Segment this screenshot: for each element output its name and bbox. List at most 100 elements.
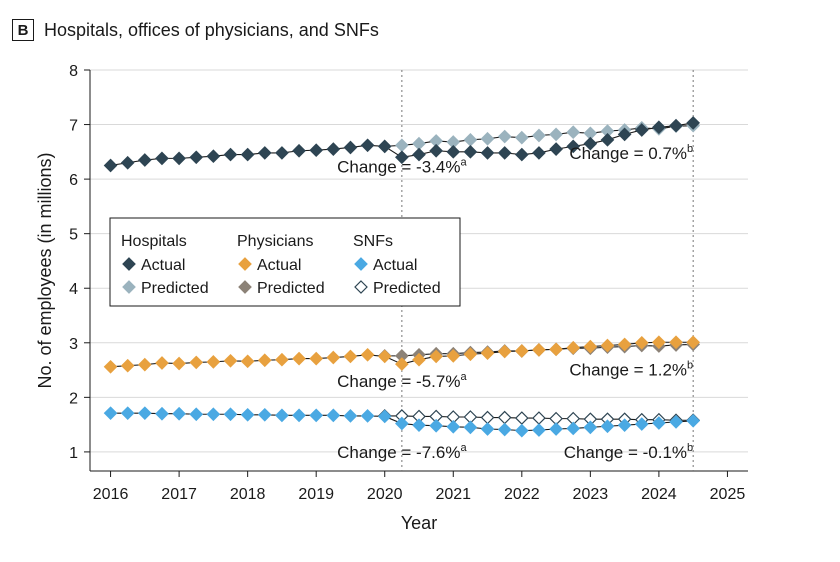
change-annotation: Change = -3.4%a: [337, 157, 467, 177]
legend-label: Predicted: [141, 280, 209, 297]
data-point: [189, 150, 204, 165]
data-point: [206, 149, 221, 164]
data-point: [532, 411, 546, 425]
data-point: [446, 419, 461, 434]
data-point: [429, 418, 443, 433]
data-point: [292, 351, 306, 366]
x-tick-label: 2021: [435, 486, 471, 503]
data-point: [360, 138, 375, 153]
data-point: [292, 143, 306, 158]
data-point: [686, 116, 701, 130]
data-point: [514, 344, 529, 358]
data-point: [395, 150, 409, 165]
y-tick-label: 1: [69, 445, 78, 462]
data-point: [463, 144, 478, 159]
x-tick-label: 2022: [504, 486, 540, 503]
data-point: [360, 409, 375, 423]
y-tick-label: 8: [69, 63, 78, 80]
data-point: [617, 337, 632, 352]
data-point: [275, 408, 289, 423]
panel-title: Hospitals, offices of physicians, and SN…: [44, 19, 379, 40]
data-point: [429, 349, 443, 364]
data-point: [155, 356, 169, 370]
data-point: [240, 407, 255, 422]
data-point: [292, 408, 306, 423]
x-tick-label: 2019: [298, 486, 334, 503]
data-point: [326, 350, 341, 365]
change-annotation: Change = 1.2%b: [569, 360, 693, 380]
legend-label: Predicted: [257, 280, 325, 297]
data-point: [652, 335, 666, 350]
data-point: [360, 347, 375, 362]
data-point: [120, 155, 135, 170]
x-axis-label: Year: [401, 513, 437, 533]
data-point: [583, 339, 598, 354]
legend-marker: [122, 280, 136, 294]
data-point: [446, 349, 461, 363]
data-point: [583, 136, 598, 151]
data-point: [566, 421, 581, 436]
data-point: [412, 352, 426, 367]
data-point: [549, 422, 563, 436]
data-point: [395, 416, 409, 431]
data-point: [326, 408, 341, 423]
x-tick-label: 2025: [710, 486, 746, 503]
data-point: [583, 420, 598, 435]
data-point: [189, 407, 204, 422]
data-point: [240, 147, 255, 162]
data-point: [549, 142, 563, 156]
data-point: [257, 146, 272, 160]
data-point: [634, 123, 649, 137]
data-point: [634, 417, 649, 431]
data-point: [600, 419, 615, 434]
data-point: [275, 146, 289, 160]
y-tick-label: 4: [69, 281, 78, 298]
legend-label: Predicted: [373, 280, 441, 297]
data-point: [257, 407, 272, 422]
data-point: [429, 143, 443, 158]
change-annotation: Change = -5.7%a: [337, 371, 467, 391]
legend-marker: [238, 280, 252, 294]
x-tick-label: 2024: [641, 486, 677, 503]
data-point: [412, 147, 426, 162]
data-point: [566, 125, 581, 140]
data-point: [514, 423, 529, 438]
data-point: [480, 346, 495, 361]
data-point: [189, 355, 204, 370]
legend-marker: [122, 257, 136, 271]
data-point: [634, 335, 649, 350]
panel-header: B Hospitals, offices of physicians, and …: [12, 18, 379, 42]
data-point: [617, 418, 632, 433]
legend-label: Actual: [257, 257, 301, 274]
data-point: [377, 409, 392, 424]
x-tick-label: 2020: [367, 486, 403, 503]
data-point: [497, 146, 512, 160]
y-tick-label: 6: [69, 172, 78, 189]
data-point: [497, 129, 512, 144]
data-point: [137, 153, 152, 167]
data-point: [549, 127, 563, 142]
data-point: [514, 411, 529, 425]
data-point: [223, 147, 238, 162]
data-point: [240, 354, 255, 369]
data-point: [463, 420, 478, 435]
data-point: [532, 146, 546, 160]
data-point: [309, 408, 324, 423]
data-point: [343, 140, 358, 155]
data-point: [652, 416, 666, 430]
data-point: [257, 353, 272, 368]
data-point: [206, 355, 221, 369]
data-point: [480, 422, 495, 436]
data-point: [532, 423, 546, 437]
data-point: [514, 147, 529, 162]
legend-group-title: Hospitals: [121, 233, 187, 250]
data-point: [497, 344, 512, 359]
data-point: [566, 340, 581, 355]
data-point: [532, 128, 546, 143]
data-point: [309, 143, 324, 158]
legend-label: Actual: [141, 257, 185, 274]
x-tick-label: 2016: [93, 486, 129, 503]
data-point: [137, 357, 152, 372]
y-tick-label: 3: [69, 336, 78, 353]
data-point: [686, 335, 701, 350]
